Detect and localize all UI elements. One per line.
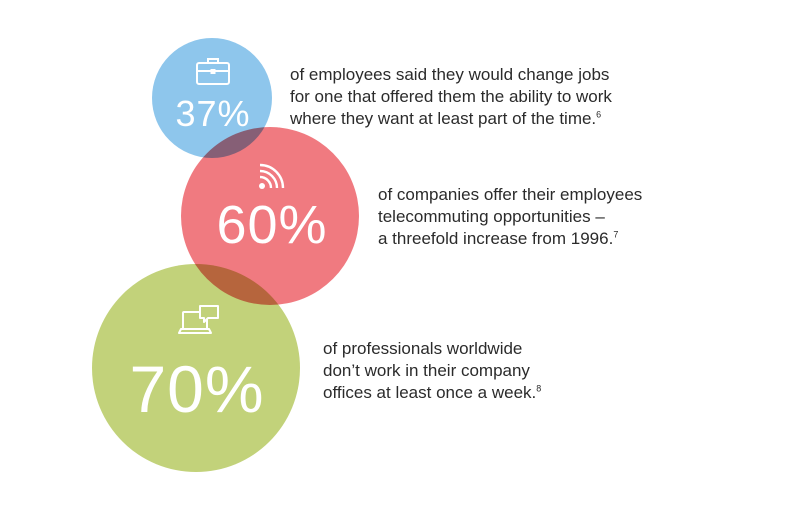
- description-line-last: a threefold increase from 1996.7: [378, 228, 642, 250]
- briefcase-icon: [195, 56, 231, 86]
- description-text: a threefold increase from 1996.: [378, 229, 614, 248]
- description-line: don’t work in their company: [323, 361, 530, 380]
- description-line: telecommuting opportunities –: [378, 207, 605, 226]
- footnote-marker: 8: [536, 383, 542, 394]
- stat-percent-70: 70%: [129, 352, 265, 426]
- stat-percent-37: 37%: [175, 93, 251, 134]
- footnote-marker: 7: [613, 229, 619, 240]
- laptop-chat-icon: [178, 304, 220, 338]
- description-line: of professionals worldwide: [323, 339, 523, 358]
- footnote-marker: 6: [596, 109, 602, 120]
- description-line: of companies offer their employees: [378, 185, 643, 204]
- wifi-signal-icon: [256, 160, 288, 192]
- stat-description-2: of companies offer their employees telec…: [378, 184, 642, 250]
- stat-percent-60: 60%: [216, 195, 328, 255]
- stat-description-1: of employees said they would change jobs…: [290, 64, 612, 130]
- description-line: for one that offered them the ability to…: [290, 87, 612, 106]
- description-text: offices at least once a week.: [323, 383, 537, 402]
- description-line-last: where they want at least part of the tim…: [290, 108, 612, 130]
- stat-circle-green: [92, 264, 300, 472]
- description-line: of employees said they would change jobs: [290, 65, 610, 84]
- description-text: where they want at least part of the tim…: [290, 109, 597, 128]
- description-line-last: offices at least once a week.8: [323, 382, 541, 404]
- stat-description-3: of professionals worldwide don’t work in…: [323, 338, 541, 404]
